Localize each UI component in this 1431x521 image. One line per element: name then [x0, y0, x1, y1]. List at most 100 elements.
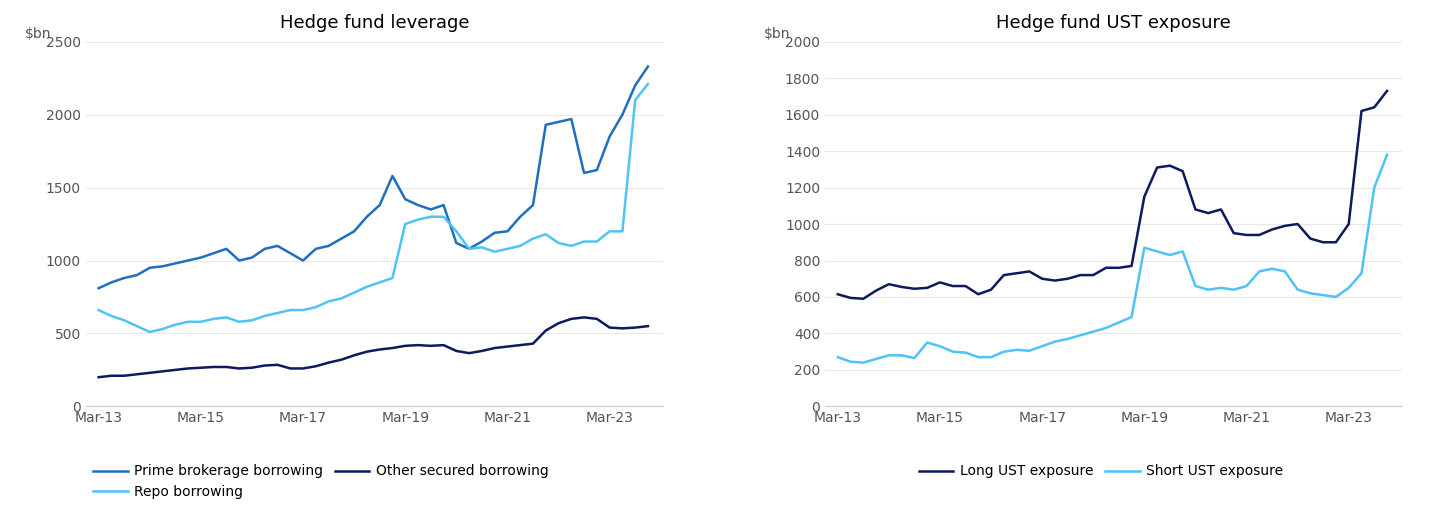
Other secured borrowing	[422, 343, 439, 349]
Short UST exposure	[932, 343, 949, 350]
Other secured borrowing	[409, 342, 426, 348]
Long UST exposure	[983, 287, 1000, 293]
Prime brokerage borrowing	[282, 250, 299, 256]
Other secured borrowing	[461, 350, 478, 356]
Long UST exposure	[957, 283, 975, 289]
Other secured borrowing	[512, 342, 529, 348]
Repo borrowing	[90, 307, 107, 313]
Other secured borrowing	[256, 363, 273, 369]
Repo borrowing	[218, 314, 235, 320]
Prime brokerage borrowing	[461, 246, 478, 252]
Repo borrowing	[243, 317, 260, 324]
Other secured borrowing	[155, 368, 172, 375]
Short UST exposure	[970, 354, 987, 361]
Long UST exposure	[1276, 223, 1294, 229]
Long UST exposure	[1072, 272, 1089, 278]
Repo borrowing	[116, 317, 133, 324]
Short UST exposure	[1365, 184, 1382, 191]
Prime brokerage borrowing	[230, 257, 248, 264]
Short UST exposure	[1098, 325, 1115, 331]
Other secured borrowing	[282, 365, 299, 371]
Other secured borrowing	[396, 343, 414, 349]
Short UST exposure	[1302, 290, 1319, 296]
Short UST exposure	[1136, 245, 1153, 251]
Repo borrowing	[537, 231, 554, 238]
Long UST exposure	[1251, 232, 1268, 238]
Prime brokerage borrowing	[166, 260, 183, 267]
Long UST exposure	[1365, 104, 1382, 110]
Other secured borrowing	[550, 320, 567, 326]
Short UST exposure	[1072, 332, 1089, 339]
Repo borrowing	[550, 240, 567, 246]
Short UST exposure	[1212, 284, 1229, 291]
Prime brokerage borrowing	[192, 254, 209, 260]
Prime brokerage borrowing	[358, 214, 375, 220]
Other secured borrowing	[243, 365, 260, 371]
Prime brokerage borrowing	[179, 257, 196, 264]
Repo borrowing	[129, 323, 146, 329]
Repo borrowing	[345, 290, 362, 296]
Prime brokerage borrowing	[90, 285, 107, 291]
Short UST exposure	[829, 354, 846, 361]
Long UST exposure	[1264, 227, 1281, 233]
Short UST exposure	[1289, 287, 1307, 293]
Other secured borrowing	[205, 364, 222, 370]
Long UST exposure	[995, 272, 1012, 278]
Short UST exposure	[1007, 347, 1025, 353]
Prime brokerage borrowing	[588, 167, 605, 173]
Other secured borrowing	[345, 352, 362, 358]
Long UST exposure	[1378, 88, 1395, 94]
Prime brokerage borrowing	[308, 246, 325, 252]
Prime brokerage borrowing	[129, 272, 146, 278]
Other secured borrowing	[627, 325, 644, 331]
Repo borrowing	[282, 307, 299, 313]
Prime brokerage borrowing	[269, 243, 286, 249]
Long UST exposure	[893, 284, 910, 290]
Repo borrowing	[614, 228, 631, 234]
Short UST exposure	[893, 352, 910, 358]
Repo borrowing	[422, 214, 439, 220]
Prime brokerage borrowing	[321, 243, 338, 249]
Prime brokerage borrowing	[384, 173, 401, 179]
Long UST exposure	[829, 291, 846, 297]
Repo borrowing	[321, 298, 338, 304]
Short UST exposure	[1085, 329, 1102, 335]
Repo borrowing	[575, 239, 592, 245]
Short UST exposure	[1199, 287, 1216, 293]
Long UST exposure	[1199, 210, 1216, 216]
Long UST exposure	[1315, 239, 1332, 245]
Short UST exposure	[1149, 249, 1166, 255]
Prime brokerage borrowing	[614, 111, 631, 118]
Repo borrowing	[358, 283, 375, 290]
Prime brokerage borrowing	[295, 257, 312, 264]
Prime brokerage borrowing	[409, 202, 426, 208]
Short UST exposure	[1123, 314, 1141, 320]
Long UST exposure	[970, 291, 987, 297]
Repo borrowing	[230, 319, 248, 325]
Other secured borrowing	[90, 374, 107, 380]
Other secured borrowing	[474, 348, 491, 354]
Other secured borrowing	[321, 359, 338, 366]
Short UST exposure	[1033, 343, 1050, 350]
Prime brokerage borrowing	[512, 214, 529, 220]
Repo borrowing	[384, 275, 401, 281]
Y-axis label: $bn: $bn	[764, 28, 790, 41]
Long UST exposure	[1033, 276, 1050, 282]
Other secured borrowing	[333, 356, 351, 363]
Line: Repo borrowing: Repo borrowing	[99, 84, 648, 332]
Prime brokerage borrowing	[575, 170, 592, 176]
Short UST exposure	[1238, 283, 1255, 289]
Other secured borrowing	[269, 362, 286, 368]
Repo borrowing	[205, 316, 222, 322]
Repo borrowing	[409, 217, 426, 223]
Short UST exposure	[1378, 152, 1395, 158]
Prime brokerage borrowing	[487, 230, 504, 236]
Other secured borrowing	[218, 364, 235, 370]
Other secured borrowing	[448, 348, 465, 354]
Prime brokerage borrowing	[333, 235, 351, 242]
Prime brokerage borrowing	[142, 265, 159, 271]
Repo borrowing	[461, 246, 478, 252]
Other secured borrowing	[179, 365, 196, 371]
Repo borrowing	[155, 326, 172, 332]
Other secured borrowing	[295, 365, 312, 371]
